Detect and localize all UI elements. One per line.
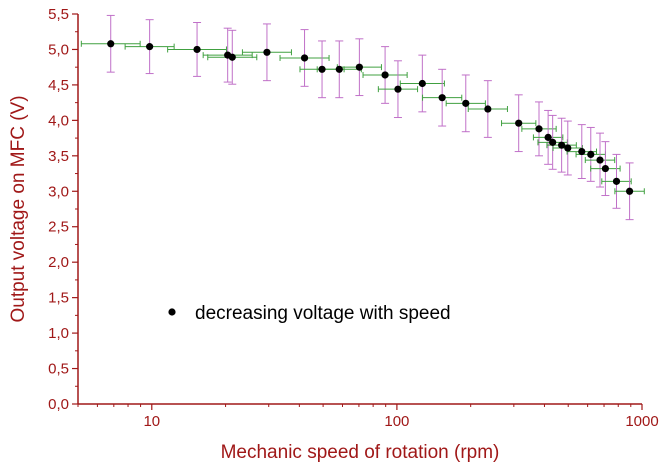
data-point [462, 99, 470, 107]
data-point [484, 105, 492, 113]
data-point [564, 144, 572, 152]
data-point [612, 177, 621, 185]
y-axis-title: Output voltage on MFC (V) [8, 95, 29, 322]
data-point [587, 150, 595, 158]
y-tick-label: 5,0 [48, 41, 69, 58]
x-tick-label: 10 [143, 413, 160, 430]
data-point [263, 48, 271, 56]
data-point [625, 187, 634, 195]
x-tick-label: 100 [384, 413, 409, 430]
legend-label: decreasing voltage with speed [195, 303, 451, 324]
data-point [318, 65, 326, 73]
data-point [335, 65, 343, 73]
data-point [228, 53, 236, 61]
data-point [300, 54, 309, 62]
y-axis-ticks: 0,0 0,5 1,0 1,5 2,0 2,5 3,0 3,5 4,0 4,5 5,0 5,5 [48, 6, 78, 413]
y-tick-label: 5,5 [48, 6, 69, 23]
data-point [515, 119, 523, 127]
data-point [107, 40, 115, 48]
data-point [596, 156, 604, 164]
y-tick-label: 3,0 [48, 183, 69, 200]
x-axis-title: Mechanic speed of rotation (rpm) [221, 442, 500, 463]
data-point [418, 79, 426, 88]
y-tick-label: 2,0 [48, 254, 69, 271]
data-point [549, 138, 557, 146]
data-point [381, 71, 389, 79]
y-tick-label: 4,0 [48, 112, 69, 129]
data-point [578, 147, 586, 156]
x-tick-label: 1000 [625, 413, 658, 430]
y-tick-label: 4,5 [48, 77, 69, 94]
data-point [355, 63, 363, 71]
y-tick-label: 3,5 [48, 148, 69, 165]
data-point [558, 141, 566, 149]
data-point [394, 85, 402, 93]
x-axis-ticks: 10 100 1000 [77, 404, 659, 430]
y-tick-label: 2,5 [48, 219, 69, 236]
data-points [107, 40, 634, 195]
legend-marker [168, 308, 176, 316]
y-tick-label: 0,0 [48, 396, 69, 413]
legend: decreasing voltage with speed [168, 303, 451, 324]
data-point [544, 133, 552, 141]
data-point [601, 164, 609, 173]
data-point [438, 94, 446, 102]
plot-area: 0,00,51,01,52,02,53,03,54,04,55,05,5 10 1… [48, 6, 659, 430]
y-tick-label: 1,5 [48, 290, 69, 307]
data-point [146, 43, 154, 51]
data-point [193, 45, 201, 54]
y-tick-label: 0,5 [48, 361, 69, 378]
error-bars [80, 14, 645, 221]
data-point [535, 125, 543, 133]
y-tick-label: 1,0 [48, 325, 69, 342]
